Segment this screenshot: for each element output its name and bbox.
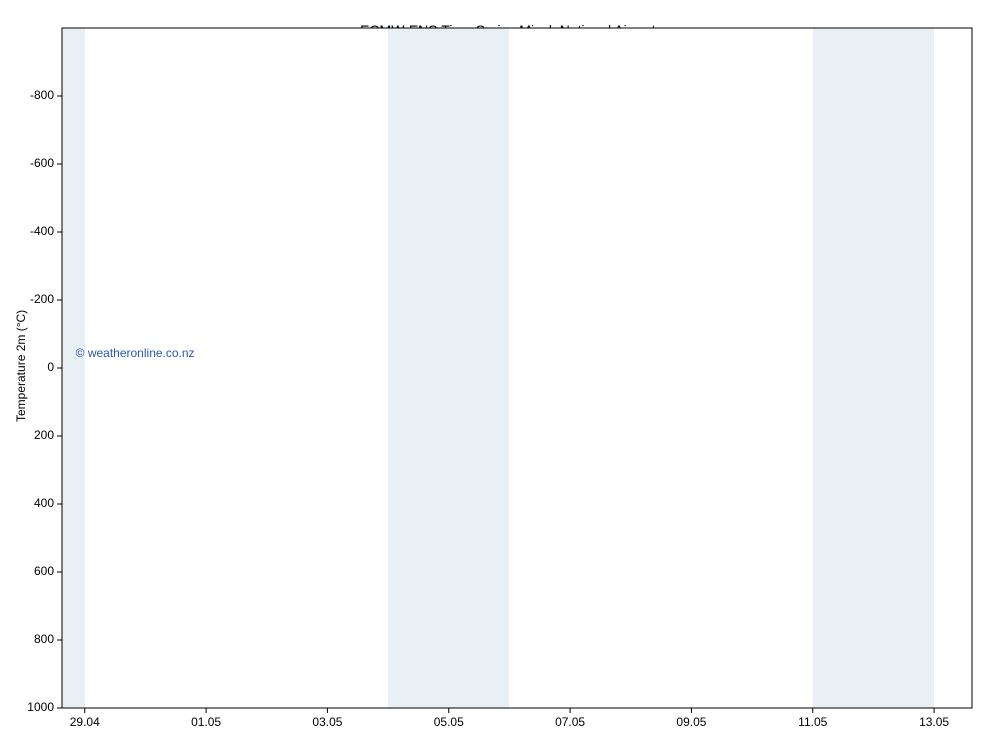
watermark-text: © weatheronline.co.nz xyxy=(76,346,195,360)
x-tick-label: 05.05 xyxy=(434,715,464,729)
x-tick-label: 01.05 xyxy=(191,715,221,729)
y-tick-label: -400 xyxy=(30,224,54,238)
axes-svg xyxy=(0,0,1000,733)
y-tick-label: 1000 xyxy=(27,700,54,714)
y-tick-label: -600 xyxy=(30,156,54,170)
y-tick-label: 0 xyxy=(47,360,54,374)
y-tick-label: -800 xyxy=(30,88,54,102)
y-tick-label: 600 xyxy=(34,564,54,578)
y-tick-label: 400 xyxy=(34,496,54,510)
x-tick-label: 11.05 xyxy=(798,715,827,729)
x-tick-label: 29.04 xyxy=(70,715,100,729)
chart-root: ECMW-ENS Time Series Minsk National Airp… xyxy=(0,0,1000,733)
x-tick-label: 09.05 xyxy=(676,715,706,729)
x-tick-label: 13.05 xyxy=(919,715,949,729)
y-tick-label: -200 xyxy=(30,292,54,306)
y-tick-label: 800 xyxy=(34,632,54,646)
y-tick-label: 200 xyxy=(34,428,54,442)
x-tick-label: 03.05 xyxy=(312,715,342,729)
y-axis-label: Temperature 2m (°C) xyxy=(14,310,28,422)
x-tick-label: 07.05 xyxy=(555,715,585,729)
